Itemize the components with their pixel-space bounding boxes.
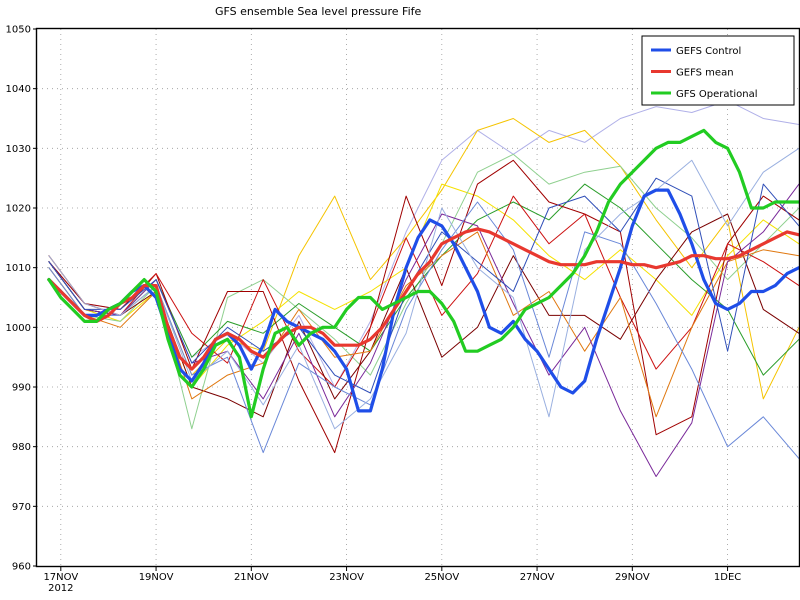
y-tick-label: 980	[12, 442, 31, 453]
y-tick-label: 1030	[6, 144, 31, 155]
ensemble-member-line	[48, 177, 800, 394]
y-tick-label: 970	[12, 502, 31, 513]
series-layer	[47, 100, 800, 477]
legend-label: GEFS mean	[676, 68, 734, 79]
y-tick-label: 990	[12, 383, 31, 394]
legend: GEFS Control GEFS mean GFS Operational	[641, 35, 795, 106]
ensemble-member-line	[48, 100, 800, 388]
y-tick-label: 1000	[6, 323, 31, 334]
x-tick-label: 19NOV	[139, 572, 174, 583]
ensemble-member-line	[48, 147, 800, 430]
x-tick-sublabel: 2012	[48, 583, 73, 594]
series-line-gfs-operational	[47, 128, 800, 419]
y-tick-label: 960	[12, 562, 31, 573]
y-tick-label: 1010	[6, 263, 31, 274]
series-line-gefs-control	[47, 188, 800, 413]
series-line-gefs-mean	[47, 227, 800, 371]
x-tick-label: 1DEC	[714, 572, 741, 583]
ensemble-member-line	[48, 195, 800, 388]
x-tick-label: 17NOV	[43, 572, 78, 583]
y-tick-label: 1050	[6, 25, 31, 36]
legend-label: GEFS Control	[676, 46, 741, 57]
x-tick-label: 27NOV	[520, 572, 555, 583]
x-tick-label: 29NOV	[615, 572, 650, 583]
y-tick-label: 1020	[6, 204, 31, 215]
legend-label: GFS Operational	[676, 89, 758, 100]
y-axis: 960 970 980 990 1000 1010 1020 1030 1040 1050	[6, 25, 37, 573]
x-tick-label: 23NOV	[329, 572, 364, 583]
chart-title: GFS ensemble Sea level pressure Fife	[215, 5, 421, 18]
ensemble-member-line	[48, 201, 800, 460]
x-tick-label: 25NOV	[424, 572, 459, 583]
y-tick-label: 1040	[6, 84, 31, 95]
x-tick-label: 21NOV	[234, 572, 269, 583]
